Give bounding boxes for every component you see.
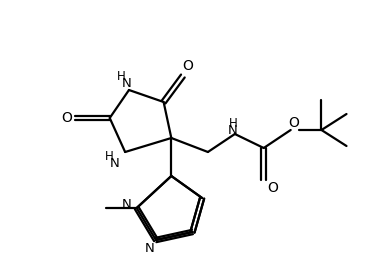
Text: H: H: [117, 69, 126, 83]
Text: N: N: [228, 124, 238, 137]
Text: H: H: [229, 117, 237, 130]
Text: O: O: [182, 59, 193, 73]
Text: N: N: [121, 198, 131, 211]
Text: O: O: [61, 111, 72, 125]
Text: H: H: [105, 150, 114, 162]
Text: N: N: [121, 77, 131, 90]
Text: N: N: [144, 242, 154, 255]
Text: O: O: [288, 116, 299, 130]
Text: N: N: [110, 157, 120, 170]
Text: O: O: [267, 181, 278, 195]
